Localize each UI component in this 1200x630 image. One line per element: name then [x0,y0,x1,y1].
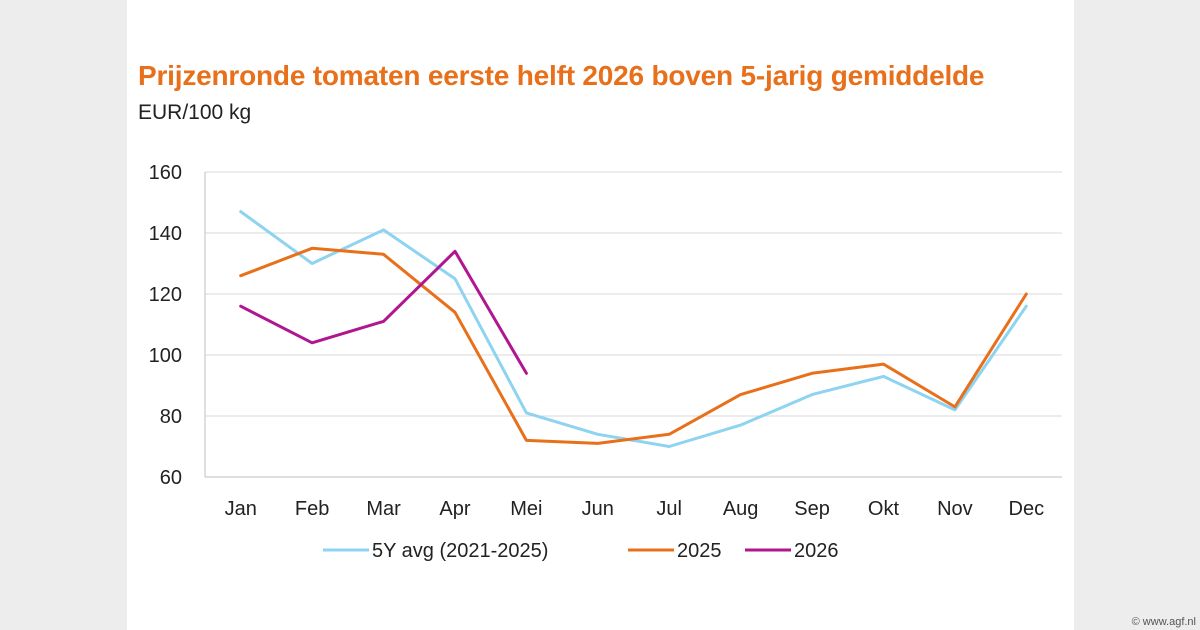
y-tick-label: 160 [149,162,182,184]
x-tick-label: Feb [295,498,329,520]
gridlines [205,171,1062,417]
x-tick-label: Dec [1009,498,1045,520]
x-tick-label: Apr [439,498,470,520]
x-tick-label: Aug [723,498,759,520]
watermark: © www.agf.nl [1131,616,1196,628]
y-tick-label: 100 [149,345,182,367]
axes: 60 80 100 120 140 160 Jan Feb Mar Apr Mei Jun Jul Aug… [149,162,1062,520]
chart-unit-label: EUR/100 kg [138,101,252,124]
x-tick-label: Mei [510,498,542,520]
x-tick-label: Mar [366,498,401,520]
x-tick-label: Nov [937,498,973,520]
y-tick-label: 60 [160,467,182,489]
x-tick-label: Jun [582,498,614,520]
y-tick-label: 80 [160,406,182,428]
series-line-3 [239,249,528,375]
x-tick-label: Jul [656,498,682,520]
chart-title: Prijzenronde tomaten eerste helft 2026 b… [138,60,985,91]
y-tick-label: 140 [149,223,182,245]
y-tick-label: 120 [149,284,182,306]
series-lines [239,210,1028,448]
chart-card [127,0,1074,630]
series-line-1 [239,210,1028,448]
x-tick-label: Okt [868,498,900,520]
legend-label: 5Y avg (2021-2025) [372,540,548,562]
legend: 5Y avg (2021-2025) 2025 2026 [323,540,839,562]
x-tick-label: Jan [225,498,257,520]
series-line-2 [239,246,1028,445]
x-tick-label: Sep [794,498,830,520]
legend-label: 2025 [677,540,722,562]
legend-label: 2026 [794,540,839,562]
